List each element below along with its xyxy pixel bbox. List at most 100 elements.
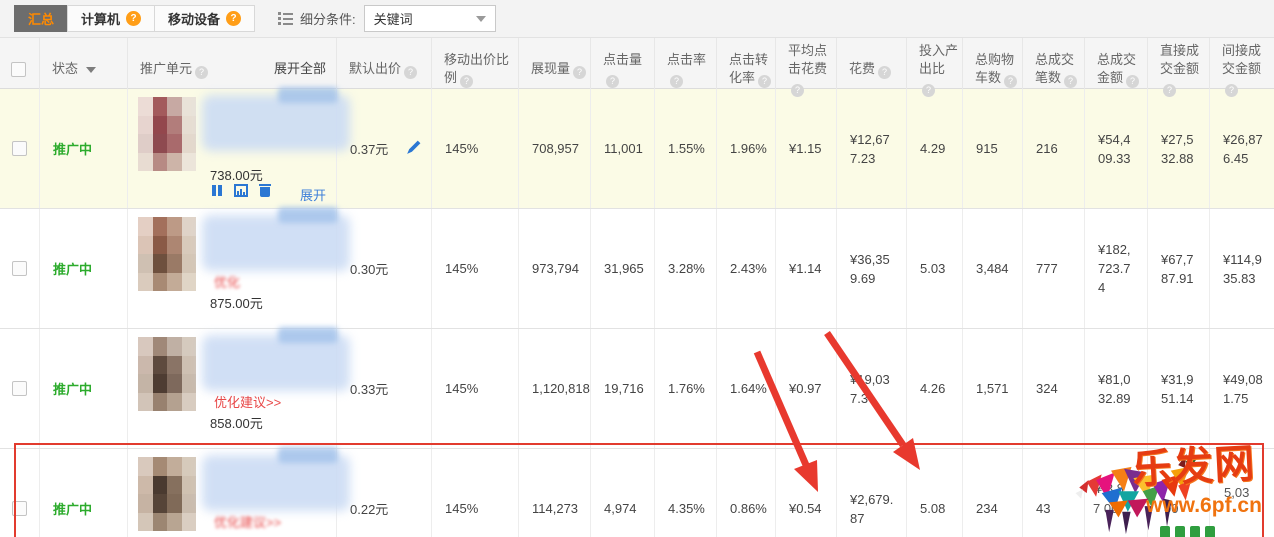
- trash-icon[interactable]: [258, 184, 272, 197]
- status-badge: 推广中: [53, 262, 93, 277]
- help-icon[interactable]: ?: [922, 83, 935, 97]
- header-移动出价比例: 移动出价比例?: [432, 38, 519, 101]
- metric-value: 1,120,818: [532, 381, 590, 396]
- metric-value: 3.28%: [668, 261, 705, 276]
- help-icon[interactable]: ?: [226, 11, 242, 26]
- expand-all-link[interactable]: 展开全部: [273, 61, 326, 77]
- status-cell: 推广中: [40, 449, 128, 537]
- metric-value: 5.08: [920, 501, 946, 516]
- help-icon[interactable]: ?: [1064, 74, 1078, 88]
- help-icon[interactable]: ?: [670, 74, 683, 88]
- tab-计算机[interactable]: 计算机?: [67, 5, 156, 32]
- header-间接成交金额: 间接成交金额?: [1210, 38, 1274, 101]
- metric-cell: 1.76%: [655, 329, 717, 448]
- default-bid-value: 0.22元: [350, 502, 389, 517]
- header-花费: 花费?: [837, 38, 907, 101]
- header-label: 点击转化率?: [729, 51, 772, 88]
- help-icon[interactable]: ?: [878, 65, 892, 79]
- thumb-pixel: [181, 152, 196, 171]
- help-icon[interactable]: ?: [1004, 74, 1018, 88]
- thumb-pixel: [181, 134, 196, 153]
- help-icon[interactable]: ?: [126, 11, 142, 26]
- header-投入产出比: 投入产出比?: [907, 38, 963, 101]
- table-row: 推广中 738.00元 展开 0.37元 145% 708,957 11,001 1.55% 1…: [0, 87, 1274, 209]
- help-icon[interactable]: ?: [758, 74, 772, 88]
- metric-value: ¥2,679.87: [850, 491, 894, 526]
- header-label: 直接成交金额?: [1160, 42, 1206, 97]
- help-icon[interactable]: ?: [573, 65, 587, 79]
- thumb-pixel: [138, 355, 153, 374]
- metric-value: 234: [976, 501, 998, 516]
- select-all-checkbox[interactable]: [10, 61, 26, 77]
- metric-value: ¥49,081.75: [1223, 371, 1263, 406]
- help-icon[interactable]: ?: [404, 65, 418, 79]
- metric-value: 0.86%: [730, 501, 767, 516]
- tab-移动设备[interactable]: 移动设备?: [154, 5, 256, 32]
- metric-cell: ¥0.97: [776, 329, 837, 448]
- row-select-cell: [0, 449, 40, 537]
- blurred-title: [202, 455, 350, 511]
- row-checkbox[interactable]: [12, 141, 27, 156]
- row-checkbox[interactable]: [12, 381, 27, 396]
- thumb-pixel: [138, 272, 153, 291]
- pause-icon[interactable]: [210, 184, 224, 197]
- blurred-product-thumbnail: [138, 97, 196, 171]
- metric-cell: 5.08: [907, 449, 963, 537]
- metric-value: ¥67,787.91: [1161, 251, 1194, 286]
- default-bid-cell: 0.37元: [337, 89, 432, 208]
- help-icon[interactable]: ?: [195, 65, 209, 79]
- header-label-text: 直接成交金额: [1160, 43, 1200, 76]
- chart-icon[interactable]: [234, 184, 248, 197]
- thumb-pixel: [167, 355, 182, 374]
- optimize-suggestion-link[interactable]: 优化: [214, 275, 241, 290]
- blurred-product-thumbnail: [138, 217, 196, 291]
- thumb-pixel: [167, 217, 182, 236]
- metric-value: 5.03: [920, 261, 946, 276]
- metric-cell: ¥54,409.33: [1085, 89, 1148, 208]
- thumb-pixel: [138, 512, 153, 531]
- header-label: 移动出价比例?: [444, 51, 515, 88]
- header-点击率: 点击率?: [655, 38, 717, 101]
- metric-cell: 234: [963, 449, 1023, 537]
- thumb-pixel: [138, 337, 153, 356]
- metric-cell: 4,974: [591, 449, 655, 537]
- help-icon[interactable]: ?: [791, 83, 804, 97]
- thumb-pixel: [181, 235, 196, 254]
- row-select-cell: [0, 209, 40, 328]
- edit-bid-pencil-icon[interactable]: [405, 139, 422, 159]
- help-icon[interactable]: ?: [1163, 83, 1176, 97]
- metric-value: ¥54,409.33: [1098, 131, 1131, 166]
- metric-cell: 1,120,818: [519, 329, 591, 448]
- metric-value: 2.43%: [730, 261, 767, 276]
- thumb-pixel: [138, 457, 153, 476]
- help-icon[interactable]: ?: [606, 74, 619, 88]
- metric-cell: 1,571: [963, 329, 1023, 448]
- thumb-pixel: [167, 254, 182, 273]
- thumb-pixel: [138, 134, 153, 153]
- help-icon[interactable]: ?: [1126, 74, 1140, 88]
- obscured-value-fragment: 5,03: [1224, 485, 1250, 500]
- header-status[interactable]: 状态: [40, 38, 128, 101]
- table-row: 推广中 优化 875.00元 0.30元 145% 973,794 31,965 3.28% 2…: [0, 207, 1274, 329]
- thumb-pixel: [181, 337, 196, 356]
- optimize-suggestion-link[interactable]: 优化建议>>: [214, 395, 282, 410]
- optimize-suggestion-link[interactable]: 优化建议>>: [214, 515, 282, 530]
- header-label: 总成交金额?: [1097, 51, 1144, 88]
- metric-cell: 3,484: [963, 209, 1023, 328]
- header-label-text: 点击转化率: [729, 52, 769, 85]
- metric-cell: 915: [963, 89, 1023, 208]
- tab-汇总[interactable]: 汇总: [14, 5, 69, 32]
- metric-value: ¥81,032.89: [1098, 371, 1131, 406]
- thumb-pixel: [181, 254, 196, 273]
- expand-row-link[interactable]: 展开: [299, 188, 326, 203]
- help-icon[interactable]: ?: [460, 74, 474, 88]
- header-label: 默认出价?: [349, 60, 418, 79]
- row-checkbox[interactable]: [12, 501, 27, 516]
- segment-dropdown[interactable]: 关键词: [363, 5, 496, 32]
- metric-cell: ¥0.54: [776, 449, 837, 537]
- obscured-value-fragment: 00: [1164, 501, 1179, 516]
- thumb-pixel: [167, 152, 182, 171]
- help-icon[interactable]: ?: [1225, 83, 1238, 97]
- header-label: 点击率?: [667, 51, 713, 88]
- row-checkbox[interactable]: [12, 261, 27, 276]
